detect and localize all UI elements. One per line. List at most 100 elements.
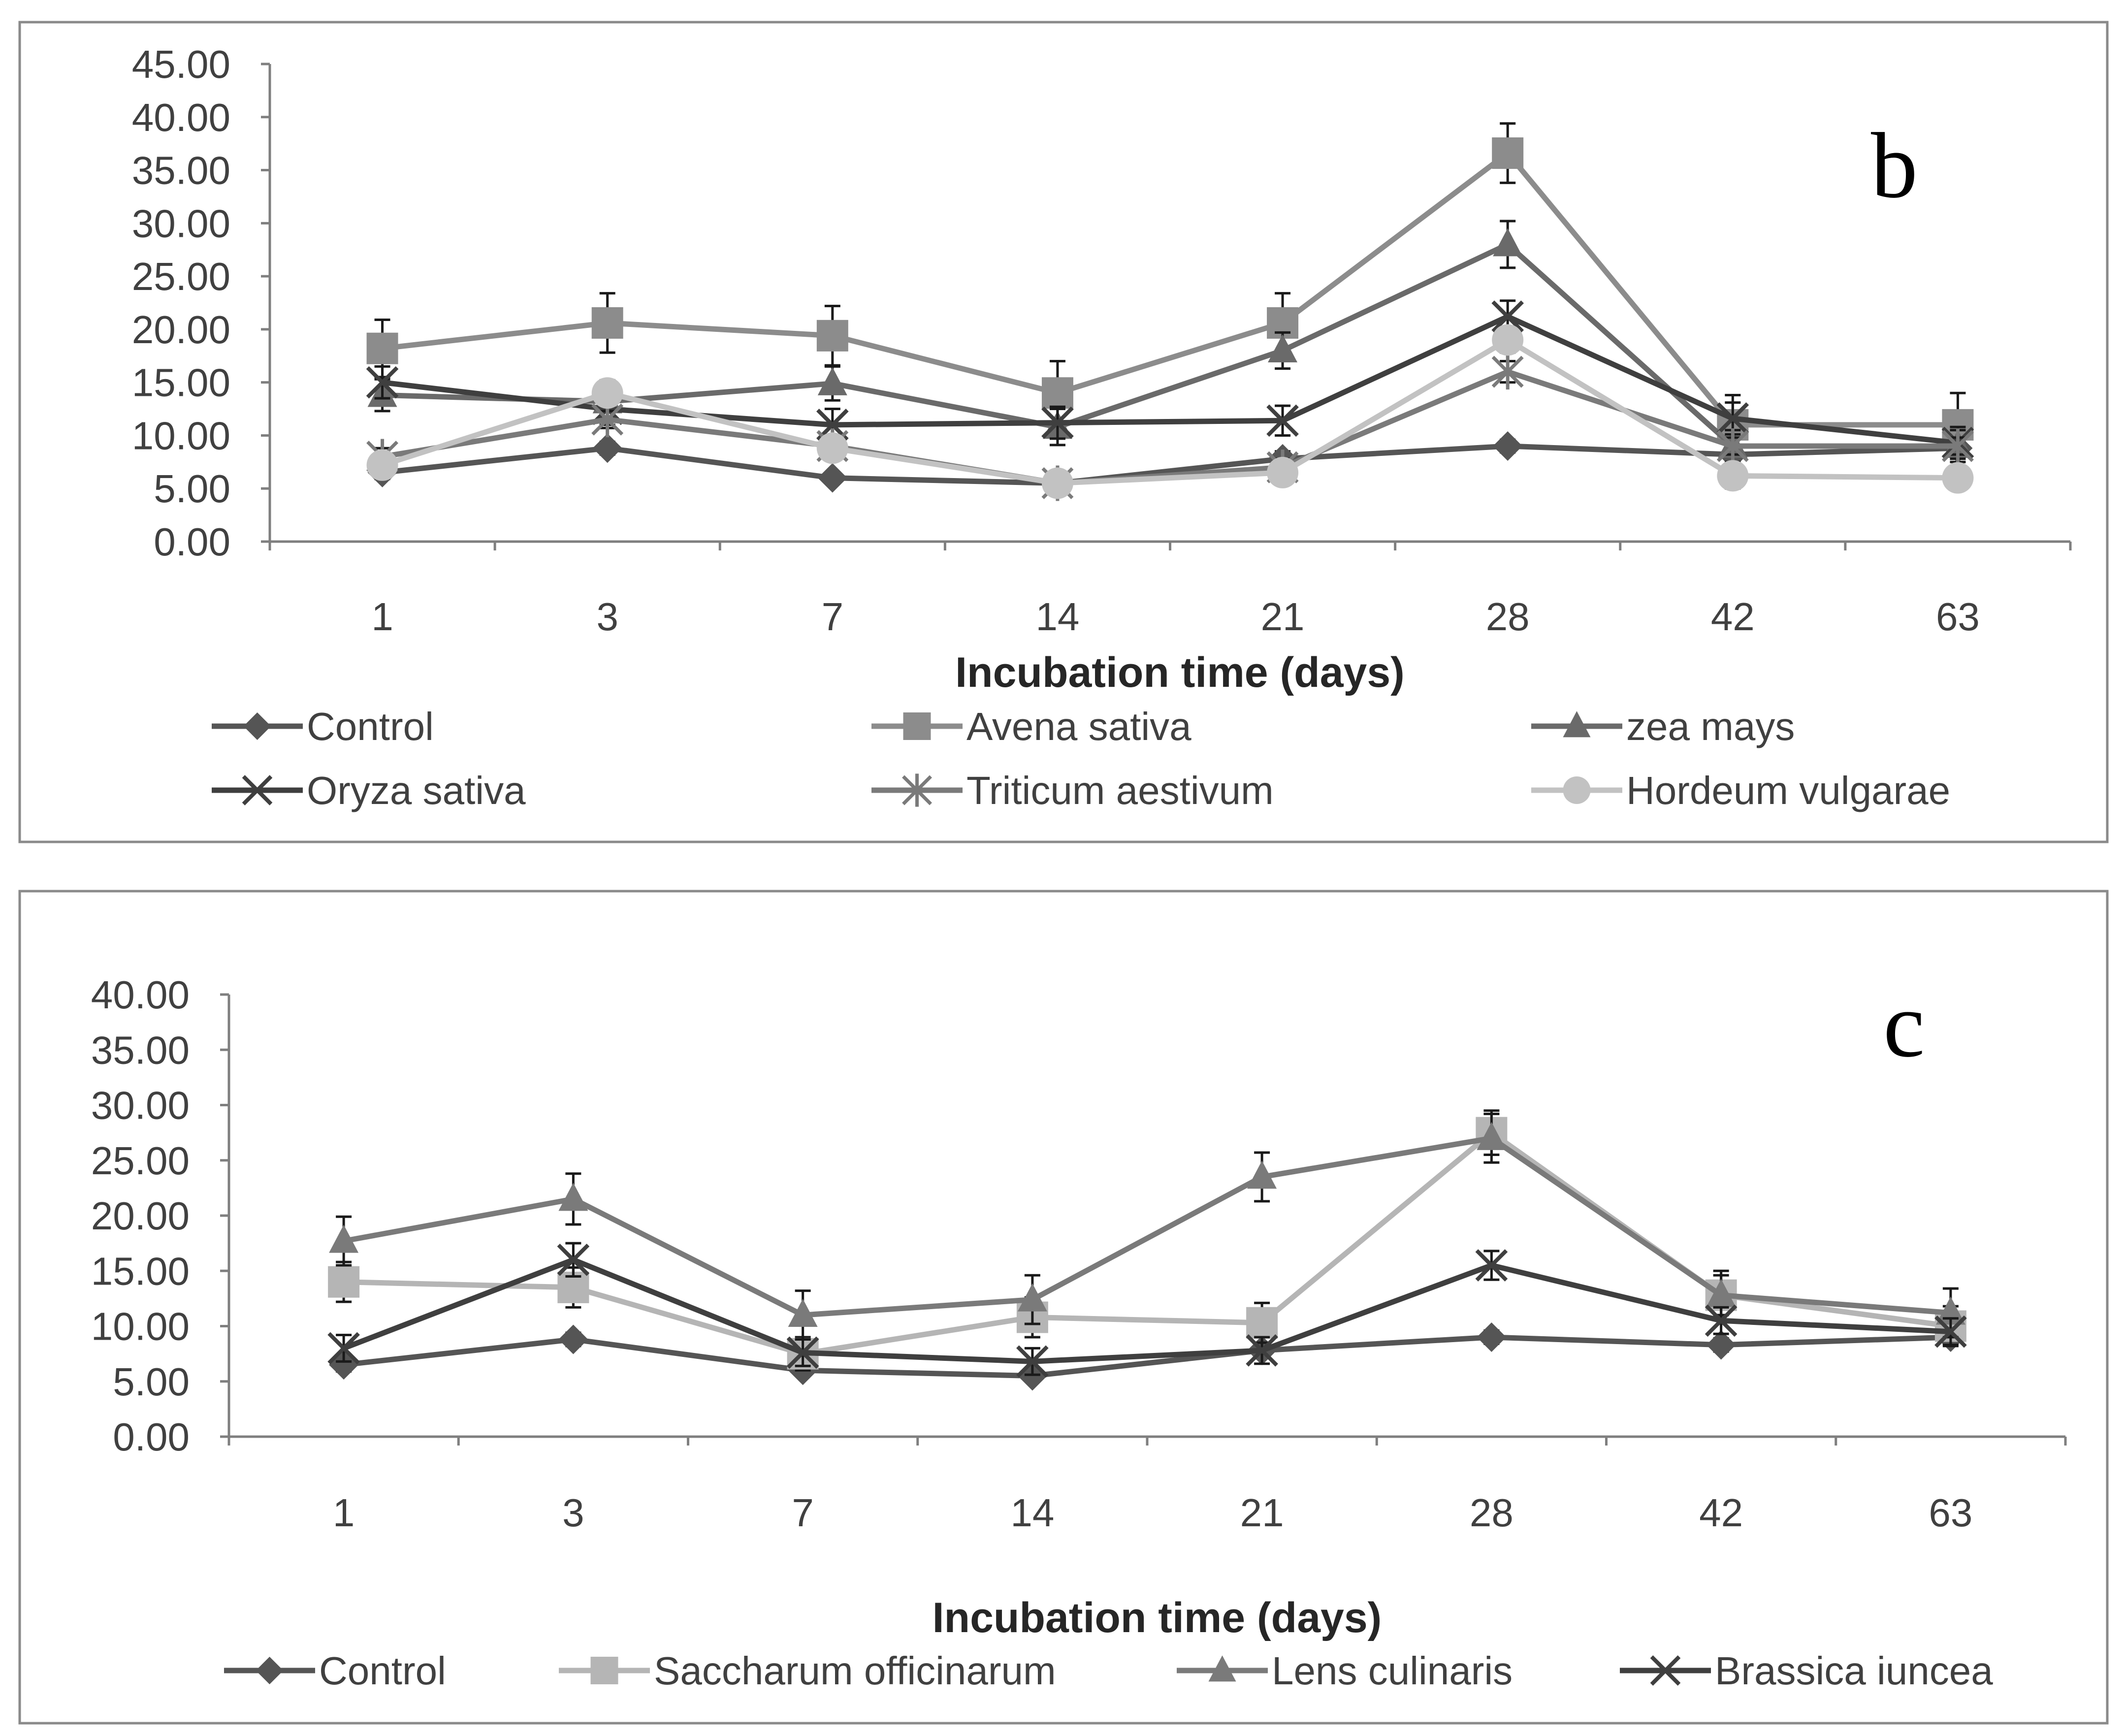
x-tick-label-c: 7 xyxy=(792,1491,814,1535)
data-point xyxy=(1491,300,1524,333)
legend-marker xyxy=(256,1657,284,1684)
data-point xyxy=(1491,354,1524,390)
data-point xyxy=(1706,1279,1736,1307)
data-point xyxy=(1716,428,1749,464)
data-point xyxy=(592,433,622,463)
legend-label: Avena sativa xyxy=(966,705,1191,748)
y-tick-label-b: 10.00 xyxy=(132,414,230,457)
y-tick-label-b: 40.00 xyxy=(132,96,230,139)
legend-entry-c-3: Brassica iuncea xyxy=(1620,1649,1993,1693)
data-point xyxy=(788,1299,818,1327)
data-point xyxy=(366,449,398,481)
x-tick-label-b: 1 xyxy=(371,595,393,639)
x-tick-label-c: 21 xyxy=(1240,1491,1284,1535)
series-line xyxy=(381,337,1958,486)
series-line xyxy=(382,314,1959,446)
x-axis-label-c: Incubation time (days) xyxy=(933,1594,1382,1641)
y-tick-label-b: 45.00 xyxy=(132,42,230,86)
data-point xyxy=(1475,1249,1508,1282)
panel-label-c: c xyxy=(1883,973,1925,1077)
data-point xyxy=(1016,1345,1049,1378)
data-point xyxy=(817,463,847,493)
x-tick-label-c: 1 xyxy=(333,1491,355,1535)
y-tick-label-c: 0.00 xyxy=(113,1415,190,1459)
data-point xyxy=(1941,428,1974,464)
y-tick-label-c: 10.00 xyxy=(91,1305,190,1349)
y-tick-label-c: 15.00 xyxy=(91,1249,190,1293)
data-point xyxy=(329,1224,359,1253)
legend-label: Saccharum officinarum xyxy=(654,1649,1056,1693)
legend-label: Oryza sativa xyxy=(307,769,526,812)
legend-marker xyxy=(1650,1655,1681,1686)
data-point xyxy=(786,1336,819,1369)
legend-marker xyxy=(1563,711,1591,738)
data-point xyxy=(1041,467,1073,499)
chart-panel-c: 0.00 5.00 10.00 15.00 20.00 25.00 30.00 35.00 40… xyxy=(91,973,2067,1693)
x-tick-label-c: 28 xyxy=(1470,1491,1513,1535)
data-point xyxy=(1246,1334,1278,1367)
legend-entry-b-4: Triticum aestivum xyxy=(871,769,1274,812)
data-point xyxy=(366,332,398,364)
legend-marker xyxy=(242,775,273,805)
legend-label: Lens culinaris xyxy=(1272,1649,1513,1693)
legend-entry-b-0: Control xyxy=(212,705,434,748)
y-tick-label-c: 20.00 xyxy=(91,1194,190,1238)
data-point xyxy=(591,377,623,409)
legend-marker xyxy=(1563,776,1591,804)
y-tick-label-b: 25.00 xyxy=(132,255,230,298)
data-point xyxy=(817,367,847,395)
x-tick-label-b: 42 xyxy=(1711,595,1755,639)
legend-label: Control xyxy=(307,705,434,748)
legend-entry-b-1: Avena sativa xyxy=(871,705,1191,748)
data-point xyxy=(1934,1315,1967,1348)
x-tick-label-b: 14 xyxy=(1035,595,1079,639)
data-point xyxy=(1246,1307,1278,1339)
series-line xyxy=(343,1135,1951,1318)
data-point xyxy=(1266,404,1299,437)
y-tick-label-b: 0.00 xyxy=(154,520,230,564)
x-tick-label-c: 63 xyxy=(1929,1491,1972,1535)
x-tick-label-b: 7 xyxy=(822,595,844,639)
series-line xyxy=(382,241,1958,449)
data-point xyxy=(1493,228,1523,257)
y-tick-label-b: 35.00 xyxy=(132,149,230,193)
x-tick-label-c: 3 xyxy=(562,1491,584,1535)
data-point xyxy=(1041,377,1073,409)
series-c-3 xyxy=(327,1242,1967,1378)
legend-entry-c-0: Control xyxy=(224,1649,446,1693)
legend-marker xyxy=(243,712,271,740)
panel-c-frame xyxy=(18,890,2109,1725)
data-point xyxy=(1492,137,1524,169)
series-line xyxy=(343,1257,1951,1364)
data-point xyxy=(557,1243,590,1276)
data-point xyxy=(1477,1122,1507,1150)
legend-marker xyxy=(1208,1655,1236,1682)
data-point xyxy=(1716,402,1749,435)
chart-panel-b: 0.00 5.00 10.00 15.00 20.00 25.00 30.00 35.00 40… xyxy=(132,42,2072,812)
y-tick-label-c: 35.00 xyxy=(91,1028,190,1072)
y-tick-label-b: 20.00 xyxy=(132,308,230,352)
data-point xyxy=(558,1324,588,1354)
x-tick-label-c: 42 xyxy=(1699,1491,1743,1535)
legend-marker xyxy=(590,1657,618,1684)
legend-marker xyxy=(903,712,931,740)
x-tick-label-c: 14 xyxy=(1010,1491,1054,1535)
y-tick-label-b: 15.00 xyxy=(132,361,230,405)
data-point xyxy=(558,1183,588,1211)
x-axis-label-b: Incubation time (days) xyxy=(955,649,1405,696)
legend-label: Hordeum vulgarae xyxy=(1626,769,1950,812)
legend-entry-b-3: Oryza sativa xyxy=(212,769,526,812)
data-point xyxy=(1706,1330,1736,1360)
y-tick-label-b: 5.00 xyxy=(154,467,230,511)
data-point xyxy=(1041,406,1074,439)
y-tick-label-b: 30.00 xyxy=(132,201,230,245)
data-point xyxy=(327,1332,360,1365)
data-point xyxy=(1492,324,1524,356)
data-point xyxy=(1017,1283,1047,1312)
series-line xyxy=(343,1334,1951,1379)
data-point xyxy=(816,320,848,352)
data-point xyxy=(1717,460,1749,492)
legend-label: zea mays xyxy=(1626,705,1795,748)
data-point xyxy=(1705,1304,1738,1337)
